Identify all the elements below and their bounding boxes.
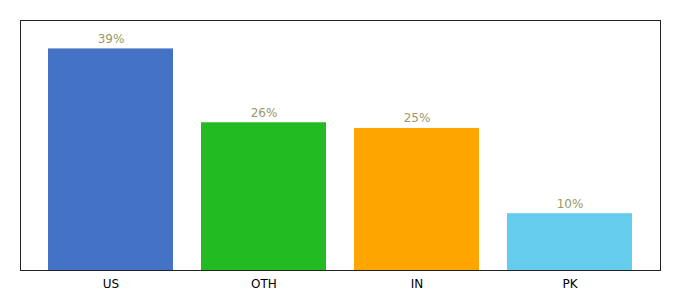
- svg-text:25%: 25%: [404, 111, 431, 125]
- svg-text:10%: 10%: [557, 197, 584, 211]
- svg-text:26%: 26%: [251, 106, 278, 120]
- svg-text:US: US: [103, 277, 119, 291]
- svg-text:39%: 39%: [98, 32, 125, 46]
- svg-text:PK: PK: [562, 277, 578, 291]
- svg-text:IN: IN: [411, 277, 424, 291]
- svg-text:OTH: OTH: [251, 277, 277, 291]
